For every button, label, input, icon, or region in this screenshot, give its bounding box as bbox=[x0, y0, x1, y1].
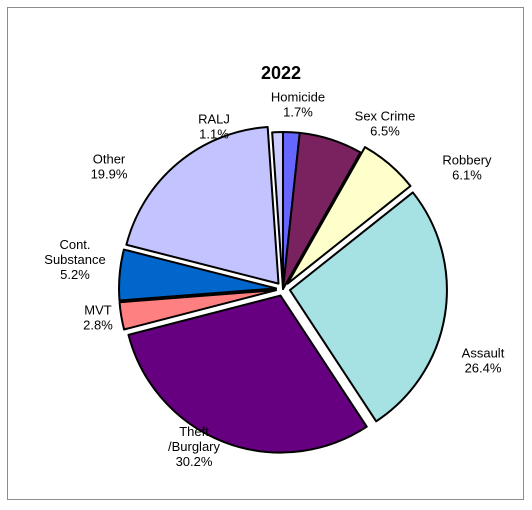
pie-slices bbox=[118, 125, 448, 454]
slice-ralj bbox=[271, 131, 284, 290]
slice-name-label-theft: Theft bbox=[179, 424, 209, 439]
slice-value-label-cont: 5.2% bbox=[60, 267, 90, 282]
slice-value-label-sex-crime: 6.5% bbox=[370, 124, 400, 139]
slice-name-label-ralj: RALJ bbox=[198, 112, 230, 127]
slice-name-label-mvt: MVT bbox=[84, 303, 112, 318]
slice-name-label-other: Other bbox=[93, 152, 126, 167]
slice-value-label-robbery: 6.1% bbox=[452, 168, 482, 183]
slice-name-label-robbery: Robbery bbox=[442, 153, 492, 168]
slice-other bbox=[125, 125, 280, 285]
slice-cont bbox=[118, 248, 278, 302]
slice-robbery bbox=[286, 146, 412, 285]
slice-name-label-cont: Cont. bbox=[59, 237, 90, 252]
slice-assault bbox=[288, 191, 448, 423]
slice-mvt bbox=[118, 289, 278, 331]
slice-theft bbox=[127, 294, 368, 454]
slice-name-label-homicide: Homicide bbox=[271, 90, 325, 105]
slice-value-label-ralj: 1.1% bbox=[199, 127, 229, 142]
slice-value-label-other: 19.9% bbox=[91, 167, 128, 182]
chart-title: 2022 bbox=[261, 63, 301, 83]
slice-name-label-sex-crime: Sex Crime bbox=[355, 109, 416, 124]
slice-value-label-theft: 30.2% bbox=[176, 454, 213, 469]
slice-name-label-assault: Assault bbox=[462, 346, 505, 361]
slice-name-label-cont: Substance bbox=[44, 252, 105, 267]
slice-value-label-homicide: 1.7% bbox=[283, 105, 313, 120]
slice-value-label-mvt: 2.8% bbox=[83, 318, 113, 333]
slice-sex-crime bbox=[282, 131, 362, 290]
slice-value-label-assault: 26.4% bbox=[465, 361, 502, 376]
slice-name-label-theft: /Burglary bbox=[168, 439, 221, 454]
